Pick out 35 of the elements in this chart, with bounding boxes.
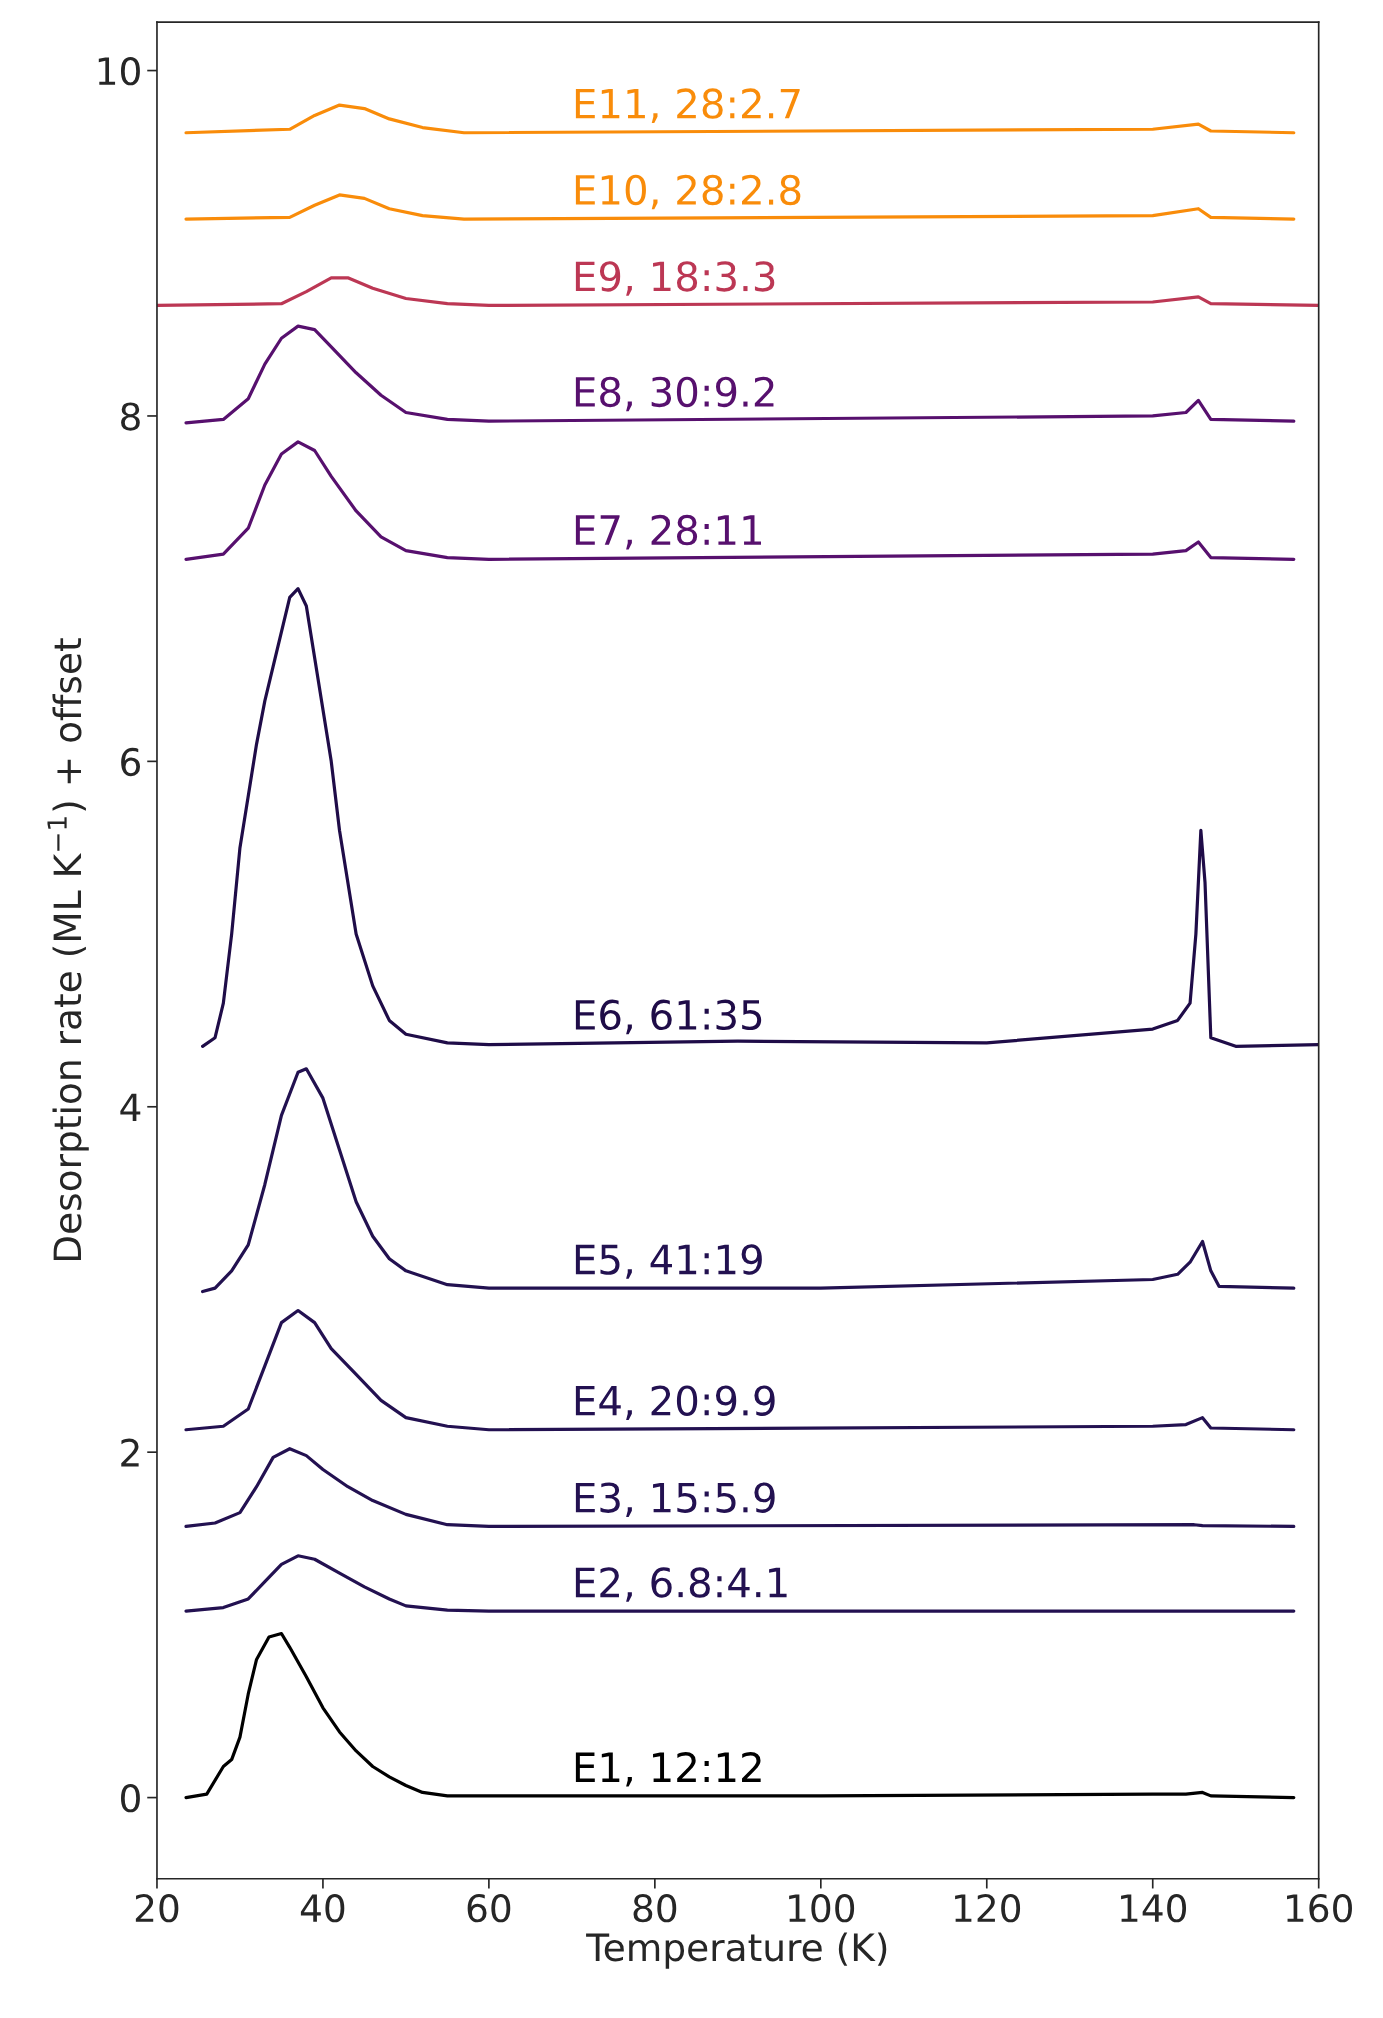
line-series xyxy=(184,440,1296,561)
line-series xyxy=(184,1308,1296,1432)
x-tick-label: 80 xyxy=(633,1894,677,1923)
x-tick-label: 120 xyxy=(955,1894,1021,1923)
series-label: E7, 28:11 xyxy=(575,514,761,550)
series-label: E3, 15:5.9 xyxy=(575,1482,775,1517)
series-label: E10, 28:2.8 xyxy=(575,174,801,210)
y-tick-label: 2 xyxy=(121,1438,139,1467)
series-label: E5, 41:19 xyxy=(575,1244,762,1279)
series-label: E9, 18:3.3 xyxy=(575,261,775,296)
y-tick-label: 8 xyxy=(121,402,140,431)
x-axis-title: Temperature (K) xyxy=(586,1932,887,1969)
line-series xyxy=(184,324,1296,425)
line-series xyxy=(184,1631,1296,1800)
series-label: E8, 30:9.2 xyxy=(575,376,774,412)
series-label: E4, 20:9.9 xyxy=(575,1385,775,1421)
series-label: E11, 28:2.7 xyxy=(575,88,800,123)
line-series xyxy=(201,1067,1296,1294)
x-tick-label: 100 xyxy=(789,1894,855,1923)
y-axis-title: Desorption rate (ML K$^{−1}$) + offset xyxy=(47,638,89,1261)
x-tick-label: 60 xyxy=(467,1894,511,1923)
x-tick-label: 160 xyxy=(1287,1894,1352,1923)
y-tick-label: 6 xyxy=(121,747,141,777)
x-tick-label: 20 xyxy=(135,1894,179,1923)
y-tick-label: 0 xyxy=(121,1784,140,1813)
line-series xyxy=(184,1554,1296,1613)
x-tick-label: 40 xyxy=(300,1894,345,1923)
series-label: E1, 12:12 xyxy=(575,1752,761,1787)
line-series xyxy=(201,587,1319,1048)
x-tick-label: 140 xyxy=(1121,1894,1187,1923)
line-series xyxy=(184,1447,1296,1529)
y-tick-label: 4 xyxy=(120,1093,141,1122)
series-label: E2, 6.8:4.1 xyxy=(575,1567,787,1602)
series-label: E6, 61:35 xyxy=(575,999,762,1035)
y-tick-label: 10 xyxy=(98,56,140,86)
